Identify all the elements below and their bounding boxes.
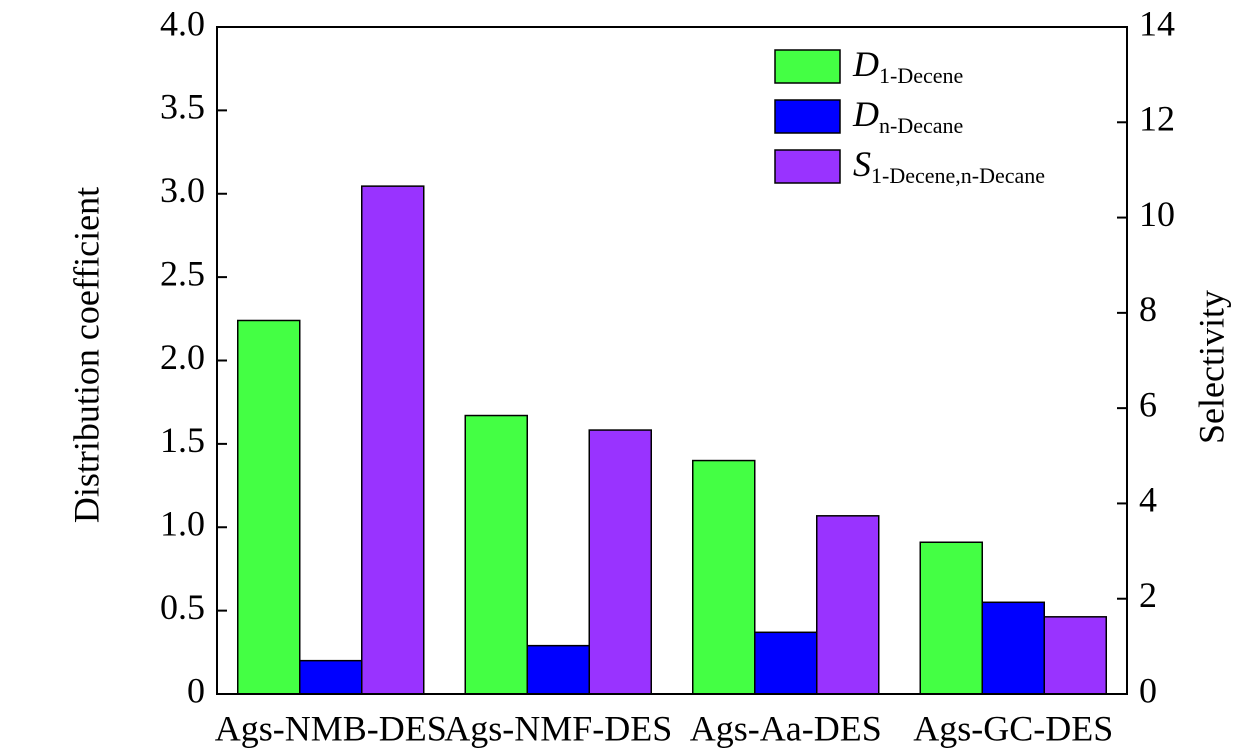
bar (754, 631, 818, 695)
y2-tick-label: 10 (1139, 194, 1175, 234)
bar (981, 601, 1045, 695)
x-tick-label: Ags-NMB-DES (215, 708, 447, 748)
y2-tick-label: 6 (1139, 384, 1157, 424)
y-tick-label: 3.0 (160, 170, 205, 210)
y-tick-label: 0 (187, 670, 205, 710)
y2-tick-label: 14 (1139, 3, 1175, 43)
y2-tick-label: 0 (1139, 670, 1157, 710)
y-tick-label: 0.5 (160, 587, 205, 627)
y-tick-label: 4.0 (160, 3, 205, 43)
legend-name: D (852, 44, 879, 84)
bar (361, 185, 425, 695)
y-tick-label: 1.5 (160, 420, 205, 460)
bar (692, 459, 756, 695)
y2-axis-title: Selectivity (1191, 290, 1231, 444)
plot-frame (216, 26, 1128, 695)
y2-tick-label: 8 (1139, 289, 1157, 329)
legend-swatch (774, 149, 841, 184)
y-tick-label: 1.0 (160, 504, 205, 544)
bar (588, 429, 652, 695)
y-tick-label: 3.5 (160, 87, 205, 127)
y-tick-label: 2.0 (160, 337, 205, 377)
bar (1043, 616, 1107, 695)
legend-subscript: n-Decane (879, 113, 963, 138)
x-tick-label: Ags-GC-DES (913, 708, 1113, 748)
legend-label: S1-Decene,n-Decane (853, 144, 1045, 188)
legend-label: D1-Decene (852, 44, 963, 88)
bar (299, 659, 363, 695)
legend-swatch (774, 49, 841, 84)
y-tick-label: 2.5 (160, 253, 205, 293)
y2-tick-label: 12 (1139, 99, 1175, 139)
legend-subscript: 1-Decene,n-Decane (871, 163, 1045, 188)
legend-swatch (774, 99, 841, 134)
y2-tick-label: 2 (1139, 575, 1157, 615)
x-tick-label: Ags-Aa-DES (690, 708, 882, 748)
legend-label: Dn-Decane (852, 94, 963, 138)
bar (464, 414, 528, 695)
y-axis-title: Distribution coefficient (66, 187, 106, 523)
y2-tick-label: 4 (1139, 480, 1157, 520)
legend-subscript: 1-Decene (879, 63, 963, 88)
bar (237, 319, 301, 695)
bar (919, 541, 983, 695)
x-tick-label: Ags-NMF-DES (444, 708, 672, 748)
legend-name: S (853, 144, 871, 184)
legend-name: D (852, 94, 879, 134)
bar (526, 644, 590, 695)
bar (816, 515, 880, 695)
